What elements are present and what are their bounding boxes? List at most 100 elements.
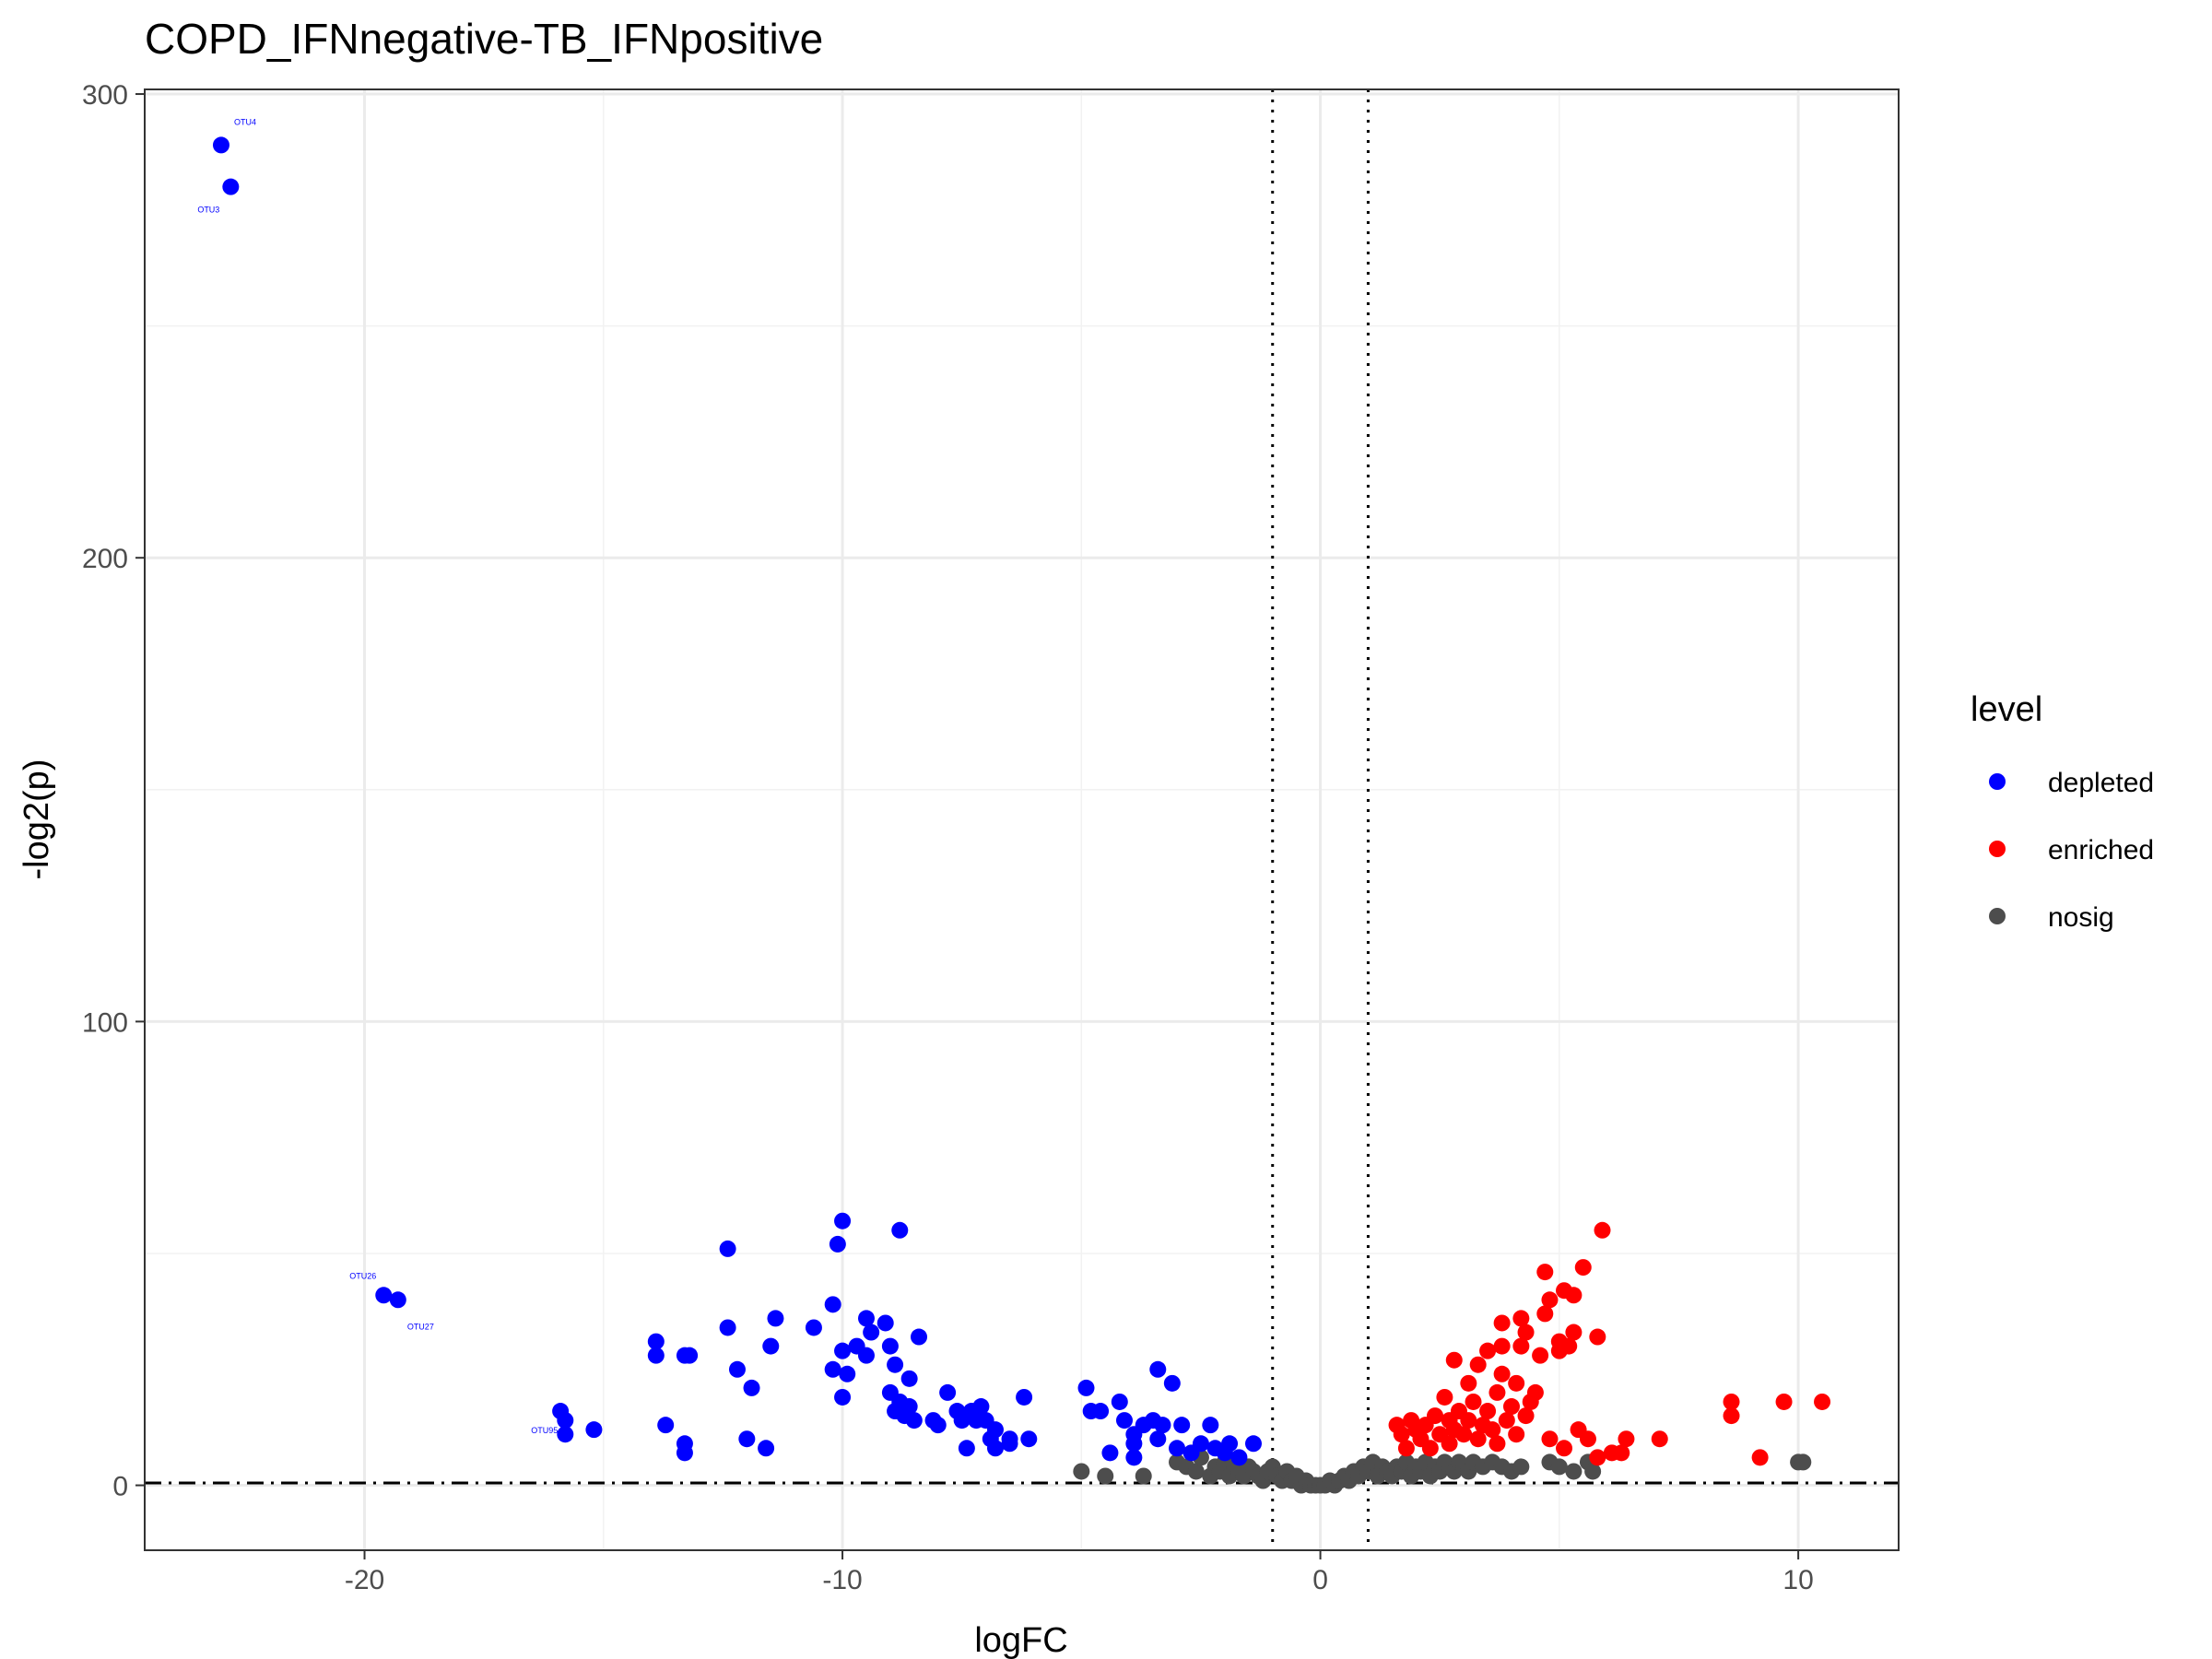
point-enriched <box>1479 1342 1497 1359</box>
point-enriched <box>1469 1356 1487 1373</box>
point-depleted <box>557 1426 574 1443</box>
point-depleted <box>857 1347 875 1364</box>
point-enriched <box>1455 1426 1473 1443</box>
point-enriched <box>1517 1324 1535 1341</box>
point-enriched <box>1579 1430 1596 1448</box>
major-gridlines <box>145 89 1899 1550</box>
point-depleted <box>891 1221 909 1239</box>
point-depleted <box>762 1337 780 1355</box>
point-depleted <box>1244 1435 1262 1453</box>
point-depleted <box>1149 1360 1167 1378</box>
point-enriched <box>1393 1426 1410 1443</box>
point-enriched <box>1517 1407 1535 1425</box>
point-depleted <box>728 1360 746 1378</box>
point-depleted <box>881 1337 899 1355</box>
y-axis: 0 100 200 300 <box>82 80 145 1502</box>
point-label: OTU4 <box>234 117 256 126</box>
x-tick-label: -10 <box>822 1565 862 1595</box>
point-nosig <box>1565 1463 1583 1480</box>
point-depleted <box>972 1398 990 1416</box>
point-enriched <box>1479 1403 1497 1420</box>
x-axis: -20 -10 0 10 <box>345 1550 1814 1595</box>
point-enriched <box>1460 1412 1477 1430</box>
point-nosig <box>1135 1467 1152 1485</box>
legend-label-enriched: enriched <box>2048 835 2154 865</box>
point-depleted <box>834 1212 852 1230</box>
point-enriched <box>1421 1440 1439 1457</box>
x-tick-label: 0 <box>1312 1565 1328 1595</box>
plot-panel: OTU4 OTU3 OTU26 OTU27 OTU95 <box>144 88 1900 1551</box>
legend-key-depleted <box>1989 773 2006 790</box>
point-enriched <box>1493 1337 1511 1355</box>
point-enriched <box>1469 1430 1487 1448</box>
point-depleted <box>719 1240 736 1257</box>
point-enriched <box>1508 1426 1525 1443</box>
point-enriched <box>1445 1351 1463 1369</box>
y-axis-title: -log2(p) <box>18 759 56 880</box>
point-label: OTU27 <box>407 1322 434 1331</box>
legend: level depleted enriched nosig <box>1971 690 2154 933</box>
point-enriched <box>1436 1388 1453 1406</box>
point-depleted <box>1230 1449 1248 1466</box>
data-points <box>212 136 1831 1494</box>
y-tick-label: 200 <box>82 544 128 574</box>
point-enriched <box>1493 1314 1511 1332</box>
point-enriched <box>1541 1291 1559 1309</box>
point-depleted <box>719 1319 736 1336</box>
point-depleted <box>1163 1374 1181 1392</box>
point-depleted <box>929 1417 947 1434</box>
x-tick-label: -20 <box>345 1565 384 1595</box>
point-depleted <box>1125 1449 1143 1466</box>
point-depleted <box>905 1412 923 1430</box>
point-depleted <box>958 1440 975 1457</box>
point-enriched <box>1512 1310 1530 1327</box>
point-depleted <box>375 1287 393 1304</box>
point-depleted <box>212 136 229 154</box>
point-depleted <box>824 1296 841 1313</box>
point-depleted <box>986 1440 1004 1457</box>
point-nosig <box>1794 1453 1812 1471</box>
panel-border <box>144 88 1900 1551</box>
point-enriched <box>1651 1430 1668 1448</box>
point-depleted <box>676 1444 693 1462</box>
point-depleted <box>585 1421 603 1439</box>
legend-key-nosig <box>1989 908 2006 924</box>
legend-entries: depleted enriched nosig <box>1989 768 2154 933</box>
point-depleted <box>1192 1435 1209 1453</box>
point-depleted <box>657 1417 675 1434</box>
point-depleted <box>738 1430 756 1448</box>
point-enriched <box>1541 1430 1559 1448</box>
legend-label-depleted: depleted <box>2048 768 2154 798</box>
x-axis-title: logFC <box>974 1621 1067 1659</box>
point-depleted <box>824 1360 841 1378</box>
point-nosig <box>1550 1458 1568 1476</box>
point-nosig <box>1073 1463 1090 1480</box>
legend-label-nosig: nosig <box>2048 902 2114 933</box>
point-label: OTU95 <box>531 1426 558 1435</box>
point-depleted <box>900 1370 918 1387</box>
point-label: OTU26 <box>349 1271 376 1280</box>
point-depleted <box>1001 1430 1018 1448</box>
point-depleted <box>1221 1435 1239 1453</box>
point-depleted <box>1149 1430 1167 1448</box>
point-depleted <box>863 1324 880 1341</box>
point-enriched <box>1618 1430 1635 1448</box>
point-enriched <box>1556 1440 1573 1457</box>
chart-title: COPD_IFNnegative-TB_IFNpositive <box>145 15 823 63</box>
point-enriched <box>1493 1365 1511 1382</box>
point-depleted <box>222 178 240 195</box>
point-enriched <box>1465 1393 1482 1410</box>
point-depleted <box>829 1235 846 1253</box>
point-enriched <box>1560 1337 1578 1355</box>
point-enriched <box>1536 1305 1554 1323</box>
point-enriched <box>1427 1407 1444 1425</box>
point-depleted <box>681 1347 699 1364</box>
point-enriched <box>1565 1287 1583 1304</box>
point-enriched <box>1532 1347 1549 1364</box>
point-depleted <box>1092 1403 1110 1420</box>
point-enriched <box>1512 1337 1530 1355</box>
point-depleted <box>1020 1430 1038 1448</box>
panel-background <box>145 89 1899 1550</box>
point-depleted <box>758 1440 775 1457</box>
